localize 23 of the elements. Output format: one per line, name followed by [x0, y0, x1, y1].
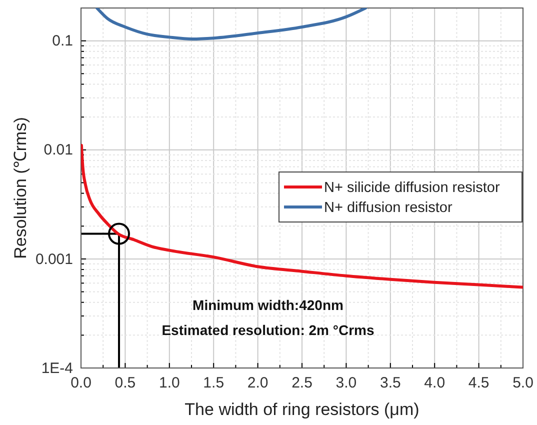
- annotation: Estimated resolution: 2m °Crms: [162, 322, 374, 338]
- line-series: [95, 8, 368, 40]
- y-tick-label: 0.01: [44, 142, 73, 159]
- x-axis-title: The width of ring resistors (μm): [184, 400, 420, 419]
- y-tick-label: 0.1: [52, 32, 73, 50]
- y-tick-label: 0.001: [35, 250, 73, 268]
- x-tick-label: 1.5: [203, 374, 224, 392]
- x-tick-label: 1.0: [158, 374, 180, 392]
- annotation: Minimum width:420nm: [192, 297, 344, 313]
- y-tick-label: 1E-4: [41, 360, 73, 377]
- x-tick-label: 3.0: [336, 374, 357, 392]
- x-tick-label: 2.5: [292, 374, 312, 392]
- x-tick-label: 0.0: [70, 374, 92, 392]
- x-tick-label: 4.0: [424, 374, 446, 392]
- x-tick-label: 4.5: [468, 374, 490, 392]
- legend-label: N+ diffusion resistor: [324, 200, 452, 216]
- x-tick-label: 0.5: [114, 374, 136, 392]
- x-tick-label: 3.5: [380, 374, 401, 392]
- y-axis-title: Resolution (℃rms): [11, 117, 30, 259]
- x-tick-label: 5.0: [512, 374, 534, 392]
- x-tick-label: 2.0: [247, 374, 268, 392]
- legend-label: N+ silicide diffusion resistor: [324, 180, 500, 196]
- line-series: [81, 144, 523, 289]
